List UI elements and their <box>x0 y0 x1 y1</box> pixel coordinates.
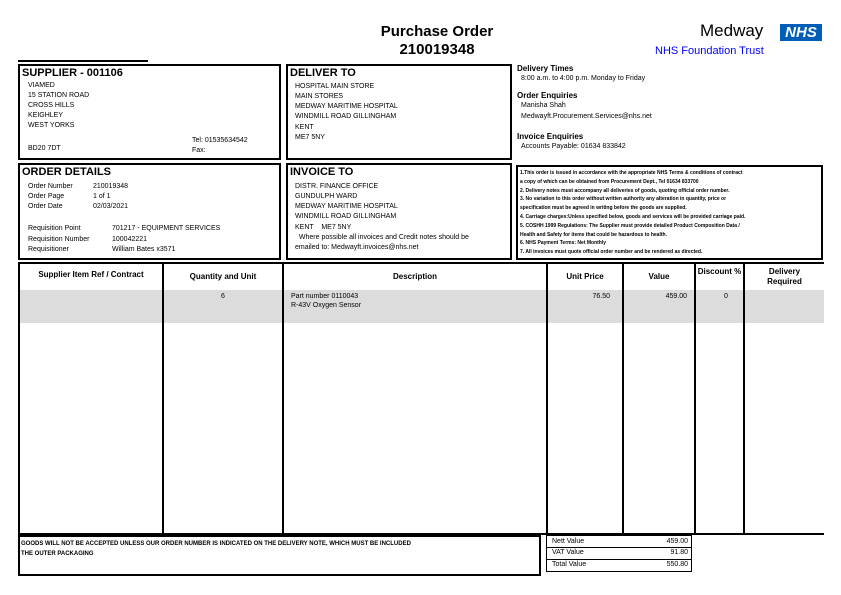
order-label: Requisitioner <box>28 246 69 253</box>
divider <box>18 60 148 62</box>
order-value: 1 of 1 <box>93 193 111 200</box>
col-header-qty: Quantity and Unit <box>189 272 257 281</box>
deliver-line: WINDMILL ROAD GILLINGHAM <box>295 113 397 120</box>
net-value-label: Nett Value <box>552 538 585 545</box>
supplier-box: SUPPLIER - 001106 VIAMED 15 STATION ROAD… <box>18 64 281 160</box>
supplier-line: VIAMED <box>28 82 55 89</box>
deliver-heading: DELIVER TO <box>290 67 356 79</box>
row-desc-part: Part number 0110043 <box>291 293 359 300</box>
terms-line: a copy of which can be obtained from Pro… <box>520 178 699 185</box>
order-value: 210019348 <box>93 183 129 190</box>
trust-name: NHS Foundation Trust <box>655 45 764 57</box>
col-header-unit-price: Unit Price <box>566 272 604 281</box>
order-heading: ORDER DETAILS <box>22 166 112 178</box>
col-header-delivery: Delivery Required <box>767 267 802 286</box>
invoice-line: WINDMILL ROAD GILLINGHAM <box>295 213 397 220</box>
deliver-line: ME7 5NY <box>295 134 325 141</box>
table-bottom-border <box>18 533 824 535</box>
supplier-line: CROSS HILLS <box>28 102 75 109</box>
deliver-line: KENT <box>295 124 314 131</box>
terms-line: 3. No variation to this order without wr… <box>520 196 727 203</box>
order-enquiries-name: Manisha Shah <box>521 102 566 109</box>
order-label: Requisition Point <box>28 225 81 232</box>
invoice-enquiries-heading: Invoice Enquiries <box>517 132 584 141</box>
page-title: Purchase Order <box>380 23 494 40</box>
terms-box: 1.This order is issued in accordance wit… <box>516 165 823 260</box>
table-top-border <box>18 262 824 264</box>
order-value: 100042221 <box>112 236 148 243</box>
order-value: 701217 - EQUIPMENT SERVICES <box>112 225 221 232</box>
terms-line: 5. COSHH 1999 Regulations: The Supplier … <box>520 222 740 229</box>
total-value: 550.80 <box>666 561 688 568</box>
col-header-description: Description <box>392 272 437 281</box>
delivery-times-heading: Delivery Times <box>517 64 574 73</box>
invoice-line: MEDWAY MARITIME HOSPITAL <box>295 203 398 210</box>
col-header-value: Value <box>648 272 670 281</box>
logo-text: Medway <box>700 21 764 40</box>
deliver-to-box: DELIVER TO HOSPITAL MAIN STORE MAIN STOR… <box>286 64 512 160</box>
supplier-line: WEST YORKS <box>28 122 75 129</box>
col-header-discount: Discount % <box>697 267 742 276</box>
terms-line: Health and Safety for items that could b… <box>520 231 667 238</box>
supplier-tel: Tel: 01535634542 <box>192 137 248 144</box>
terms-line: 2. Delivery notes must accompany all del… <box>520 187 730 194</box>
terms-line: 4. Carriage charges:Unless specified bel… <box>520 213 746 220</box>
net-value: 459.00 <box>666 538 688 545</box>
row-unit-price: 76.50 <box>592 293 610 300</box>
row-value: 459.00 <box>665 293 687 300</box>
supplier-fax: Fax: <box>192 147 206 154</box>
order-label: Order Date <box>28 203 63 210</box>
supplier-postcode: BD20 7DT <box>28 145 61 152</box>
table-row <box>18 290 824 323</box>
order-enquiries-heading: Order Enquiries <box>517 91 578 100</box>
footer-notice: GOODS WILL NOT BE ACCEPTED UNLESS OUR OR… <box>21 541 411 547</box>
order-label: Order Number <box>28 183 73 190</box>
nhs-logo: NHS <box>780 24 822 41</box>
terms-line: 6. NHS Payment Terms: Net Monthly <box>520 240 607 247</box>
supplier-line: 15 STATION ROAD <box>28 92 90 99</box>
invoice-enquiries-text: Accounts Payable: 01634 833842 <box>521 143 626 150</box>
order-label: Requisition Number <box>28 236 90 243</box>
terms-line: specification must be agreed in writing … <box>520 205 687 212</box>
totals-box: Nett Value 459.00 VAT Value 91.80 Total … <box>546 535 692 572</box>
supplier-line: KEIGHLEY <box>28 112 64 119</box>
order-details-box: ORDER DETAILS Order Number 210019348 Ord… <box>18 163 281 260</box>
order-value: William Bates x3571 <box>112 246 176 253</box>
order-label: Order Page <box>28 193 65 200</box>
invoice-heading: INVOICE TO <box>290 166 354 178</box>
deliver-line: HOSPITAL MAIN STORE <box>295 83 375 90</box>
deliver-line: MAIN STORES <box>295 93 344 100</box>
supplier-heading: SUPPLIER - 001106 <box>22 67 123 79</box>
row-discount: 0 <box>724 293 728 300</box>
footer-notice: THE OUTER PACKAGING <box>21 551 94 557</box>
order-value: 02/03/2021 <box>93 203 129 210</box>
footer-notice-box: GOODS WILL NOT BE ACCEPTED UNLESS OUR OR… <box>18 535 541 576</box>
col-header-ref: Supplier Item Ref / Contract <box>38 270 144 279</box>
row-desc-name: R-43V Oxygen Sensor <box>291 302 362 309</box>
total-value-label: Total Value <box>552 561 587 568</box>
invoice-line: GUNDULPH WARD <box>295 193 358 200</box>
vat-value: 91.80 <box>670 549 688 556</box>
invoice-email: emailed to: Medwayft.invoices@nhs.net <box>295 244 419 251</box>
row-qty: 6 <box>221 293 225 300</box>
terms-line: 1.This order is issued in accordance wit… <box>520 170 743 176</box>
vat-value-label: VAT Value <box>552 549 584 556</box>
order-enquiries-email: Medwayft.Procurement.Services@nhs.net <box>521 113 652 120</box>
order-number-title: 210019348 <box>399 41 475 58</box>
deliver-line: MEDWAY MARITIME HOSPITAL <box>295 103 398 110</box>
invoice-line: KENT ME7 5NY <box>295 224 352 231</box>
invoice-note: Where possible all invoices and Credit n… <box>295 234 469 241</box>
delivery-times-text: 8:00 a.m. to 4:00 p.m. Monday to Friday <box>521 75 646 82</box>
invoice-line: DISTR. FINANCE OFFICE <box>295 183 379 190</box>
terms-line: 7. All invoices must quote official orde… <box>520 249 703 256</box>
invoice-to-box: INVOICE TO DISTR. FINANCE OFFICE GUNDULP… <box>286 163 512 260</box>
